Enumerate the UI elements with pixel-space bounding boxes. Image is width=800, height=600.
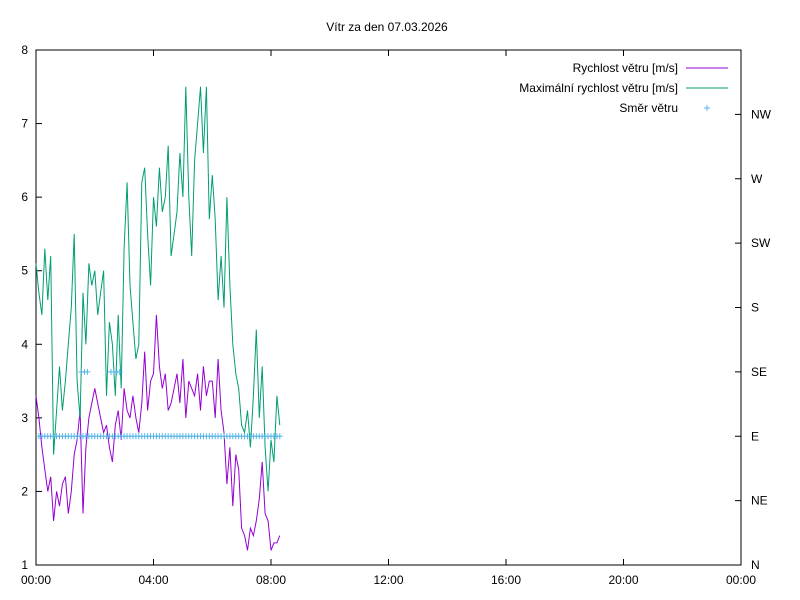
- x-tick-label: 00:00: [726, 573, 756, 587]
- direction-point: [276, 433, 283, 440]
- y-right-axis: N NE E SE S SW W NW: [735, 107, 772, 572]
- legend-item-direction: Směr větru: [619, 101, 710, 115]
- x-tick-label: 16:00: [491, 573, 521, 587]
- x-tick-label: 08:00: [256, 573, 286, 587]
- y-right-tick-label: SE: [751, 365, 767, 379]
- y-right-tick-label: SW: [751, 236, 771, 250]
- y-left-tick-label: 2: [21, 484, 28, 498]
- x-tick-label: 12:00: [373, 573, 403, 587]
- legend-label: Směr větru: [619, 101, 678, 115]
- y-right-tick-label: NE: [751, 494, 768, 508]
- direction-point: [84, 368, 91, 375]
- legend-swatch: [704, 105, 710, 111]
- plot-frame: [35, 49, 742, 566]
- legend-label: Maximální rychlost větru [m/s]: [519, 81, 678, 95]
- legend-item-max-speed: Maximální rychlost větru [m/s]: [519, 81, 728, 95]
- y-right-tick-label: NW: [751, 107, 772, 121]
- y-right-tick-label: S: [751, 301, 759, 315]
- chart-title: Vítr za den 07.03.2026: [326, 20, 448, 34]
- series-layer: [35, 86, 283, 551]
- y-left-tick-label: 7: [21, 117, 28, 131]
- y-left-tick-label: 1: [21, 558, 28, 572]
- y-right-tick-label: E: [751, 429, 759, 443]
- y-left-tick-label: 8: [21, 43, 28, 57]
- series-line-max-speed: [35, 86, 281, 492]
- x-tick-label: 04:00: [138, 573, 168, 587]
- direction-point: [116, 368, 123, 375]
- y-left-tick-label: 3: [21, 411, 28, 425]
- legend-item-speed: Rychlost větru [m/s]: [573, 61, 728, 75]
- y-right-tick-label: W: [751, 172, 763, 186]
- y-right-tick-label: N: [751, 558, 760, 572]
- y-left-tick-label: 5: [21, 264, 28, 278]
- x-tick-label: 20:00: [608, 573, 638, 587]
- y-left-tick-label: 4: [21, 337, 28, 351]
- y-left-tick-label: 6: [21, 190, 28, 204]
- x-axis: 00:00 04:00 08:00 12:00 16:00 20:00 00:00: [21, 50, 756, 587]
- legend: Rychlost větru [m/s] Maximální rychlost v…: [519, 61, 728, 115]
- y-left-axis: 1 2 3 4 5 6 7 8: [21, 43, 42, 572]
- x-tick-label: 00:00: [21, 573, 51, 587]
- legend-label: Rychlost větru [m/s]: [573, 61, 678, 75]
- series-line-speed: [35, 314, 281, 551]
